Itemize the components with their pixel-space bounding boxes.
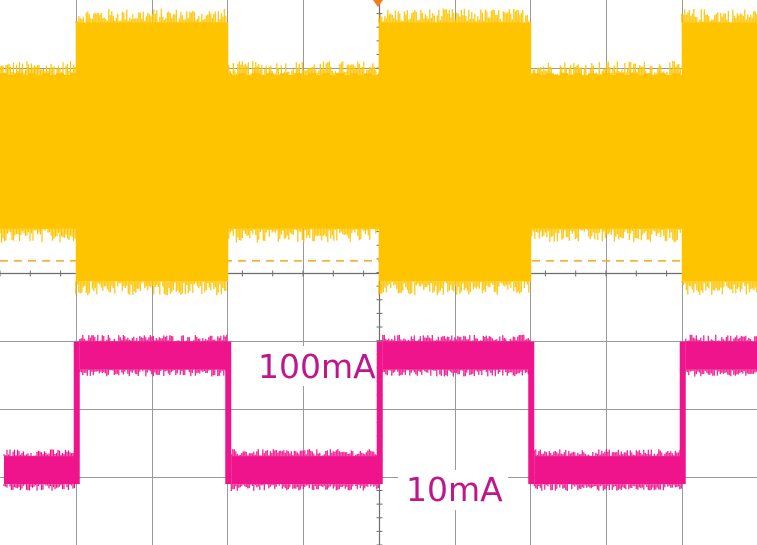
voltage-segment [0, 74, 77, 229]
voltage-segment [530, 74, 683, 229]
current-noise [79, 334, 228, 377]
voltage-segment [227, 74, 380, 229]
current-noise [382, 334, 531, 377]
current-segment [4, 456, 76, 485]
current-segment [382, 341, 531, 370]
voltage-noise [226, 61, 378, 243]
trigger-marker-icon [373, 0, 383, 7]
current-edge [679, 341, 686, 485]
voltage-segment [681, 22, 757, 282]
voltage-segment [378, 22, 532, 282]
signal-traces [0, 8, 757, 491]
current-noise [3, 449, 76, 491]
voltage-segment [75, 22, 229, 282]
current-noise [533, 449, 682, 491]
voltage-noise [378, 8, 530, 296]
voltage-noise [0, 61, 76, 243]
voltage-noise [75, 8, 227, 296]
voltage-noise [681, 9, 757, 295]
current-edge [528, 341, 535, 485]
voltage-noise [529, 61, 681, 243]
voltage-trace [0, 8, 757, 296]
current-segment [79, 341, 228, 370]
current-edge [73, 341, 80, 485]
current-segment [231, 456, 379, 485]
current-edge [376, 341, 383, 485]
current-label-100ma: 100mA [258, 347, 376, 386]
current-segment [685, 341, 757, 370]
label-background-10ma [398, 470, 508, 510]
current-noise [685, 334, 757, 377]
current-edge [225, 341, 232, 485]
current-noise [230, 449, 379, 491]
label-background-100ma [249, 346, 367, 386]
current-label-10ma: 10mA [406, 470, 503, 509]
current-segment [534, 456, 682, 485]
current-trace [3, 334, 757, 491]
